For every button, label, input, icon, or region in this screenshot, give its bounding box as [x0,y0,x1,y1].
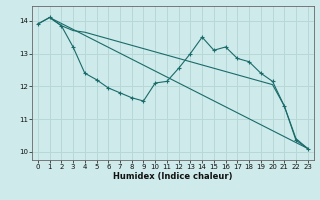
X-axis label: Humidex (Indice chaleur): Humidex (Indice chaleur) [113,172,233,181]
